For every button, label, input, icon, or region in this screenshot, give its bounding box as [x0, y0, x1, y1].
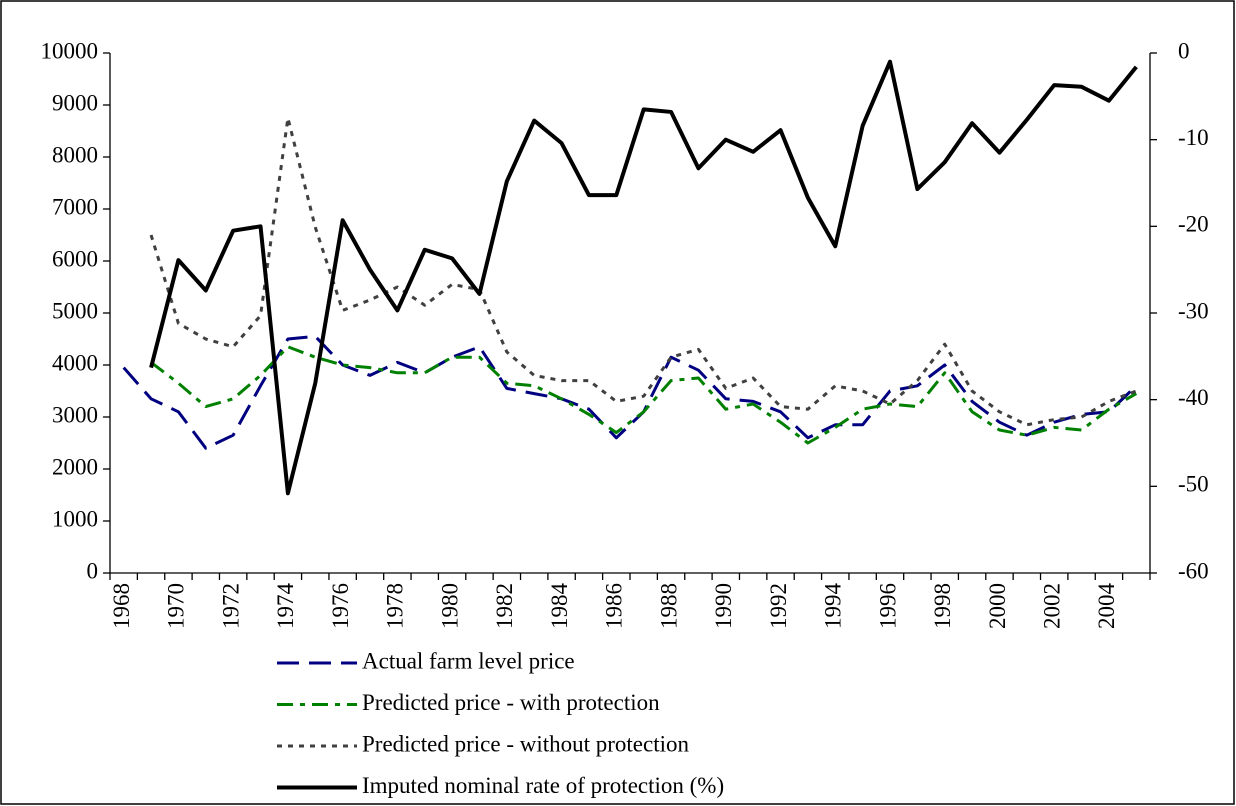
y2-tick-label: -40	[1178, 385, 1209, 410]
x-tick-label: 1980	[437, 583, 462, 629]
x-tick-label: 2002	[1039, 583, 1064, 629]
x-tick-label: 1974	[273, 583, 298, 630]
y-tick-label: 9000	[52, 90, 98, 115]
series-line	[149, 116, 1137, 427]
legend-label: Predicted price - with protection	[362, 690, 660, 715]
x-tick-label: 1982	[492, 583, 517, 629]
y2-tick-label: 0	[1178, 38, 1190, 63]
y-tick-label: 2000	[52, 454, 98, 479]
x-tick-label: 2000	[985, 583, 1010, 629]
y-tick-label: 1000	[52, 506, 98, 531]
x-tick-label: 1976	[328, 583, 353, 629]
x-tick-label: 1970	[164, 583, 189, 629]
x-tick-label: 1978	[383, 583, 408, 629]
y-tick-label: 4000	[52, 350, 98, 375]
y2-tick-label: -10	[1178, 125, 1209, 150]
y-tick-label: 5000	[52, 298, 98, 323]
y-tick-label: 0	[87, 558, 99, 583]
y2-tick-label: -60	[1178, 558, 1209, 583]
x-tick-label: 1984	[547, 583, 572, 630]
x-tick-label: 1986	[602, 583, 627, 629]
y-tick-label: 10000	[41, 38, 99, 63]
x-tick-label: 1994	[821, 583, 846, 630]
y2-tick-label: -30	[1178, 298, 1209, 323]
x-tick-label: 1988	[656, 583, 681, 629]
legend-label: Imputed nominal rate of protection (%)	[362, 773, 724, 798]
y-tick-label: 3000	[52, 402, 98, 427]
x-tick-label: 1992	[766, 583, 791, 629]
x-tick-label: 1968	[109, 583, 134, 629]
y2-tick-label: -50	[1178, 472, 1209, 497]
y-tick-label: 6000	[52, 246, 98, 271]
series-line	[149, 59, 1138, 496]
x-tick-label: 1996	[875, 583, 900, 629]
y-tick-label: 8000	[52, 142, 98, 167]
x-tick-label: 2004	[1094, 583, 1119, 630]
x-tick-label: 1972	[218, 583, 243, 629]
legend-label: Actual farm level price	[362, 648, 575, 673]
legend-label: Predicted price - without protection	[362, 731, 690, 756]
y-tick-label: 7000	[52, 194, 98, 219]
x-tick-label: 1998	[930, 583, 955, 629]
series-line	[122, 334, 1138, 450]
series-line	[150, 345, 1138, 445]
y2-tick-label: -20	[1178, 212, 1209, 237]
x-tick-label: 1990	[711, 583, 736, 629]
